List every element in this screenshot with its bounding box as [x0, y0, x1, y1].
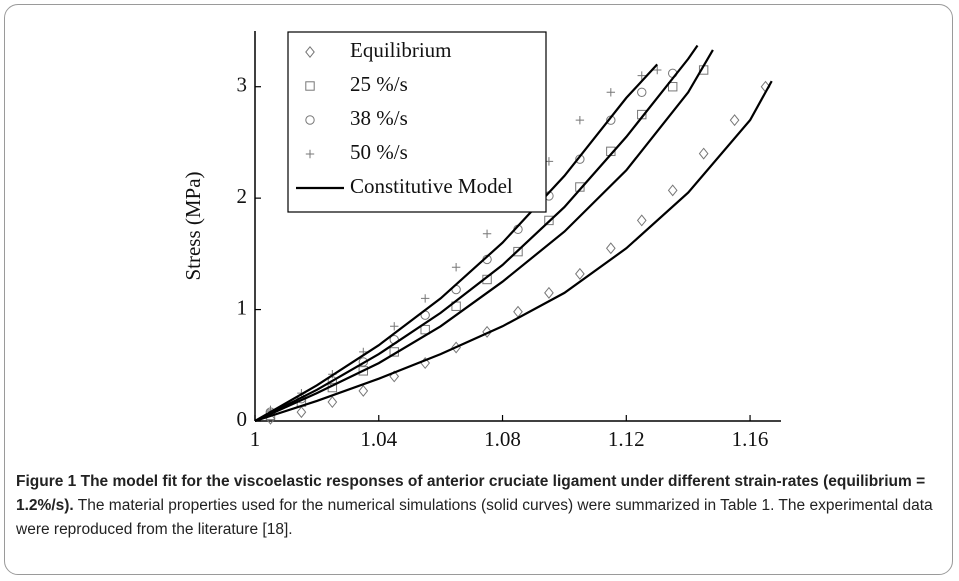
x-tick-label: 1.12 [608, 427, 645, 451]
chart: 11.041.081.121.160123Stretch RatioStress… [181, 31, 781, 470]
marker-diamond [544, 286, 554, 299]
y-tick-label: 3 [237, 73, 248, 97]
caption: Figure 1 The model fit for the viscoelas… [16, 470, 941, 542]
marker-diamond [358, 384, 369, 397]
y-tick-label: 2 [237, 184, 248, 208]
model-curve [254, 63, 659, 422]
marker-circle [358, 357, 368, 367]
legend-label: 50 %/s [350, 140, 408, 164]
y-tick-label: 1 [237, 295, 248, 319]
marker-plus [482, 229, 492, 238]
marker-diamond [636, 214, 647, 227]
marker-plus [420, 294, 430, 303]
marker-diamond [698, 147, 709, 160]
legend-box [287, 31, 547, 213]
caption-label: Figure 1 [16, 473, 77, 490]
caption-text: The material properties used for the num… [16, 497, 933, 538]
marker-plus [606, 88, 616, 97]
marker-circle [637, 87, 647, 97]
legend-label: 25 %/s [350, 72, 408, 96]
marker-plus [305, 149, 315, 159]
y-tick-label: 0 [237, 407, 248, 431]
marker-diamond [482, 325, 492, 338]
marker-diamond [296, 406, 307, 419]
caption-title: The model fit for the viscoelastic respo… [16, 473, 926, 514]
legend-label: 38 %/s [350, 106, 408, 130]
model-curve [254, 44, 699, 422]
marker-diamond [305, 46, 315, 58]
marker-circle [305, 115, 315, 125]
x-tick-label: 1 [250, 427, 261, 451]
marker-diamond [575, 267, 585, 280]
y-axis-label: Stress (MPa) [181, 171, 205, 280]
marker-diamond [605, 242, 616, 255]
legend-label: Constitutive Model [350, 174, 513, 198]
marker-square [358, 366, 368, 376]
marker-plus [451, 263, 461, 272]
x-axis-label: Stretch Ratio [463, 469, 573, 470]
marker-plus [390, 322, 399, 331]
marker-diamond [327, 396, 338, 409]
marker-plus [653, 65, 662, 75]
marker-diamond [667, 184, 678, 197]
x-tick-label: 1.16 [732, 427, 769, 451]
marker-square [668, 82, 678, 92]
marker-square [420, 324, 430, 335]
marker-square [305, 81, 315, 91]
legend-label: Equilibrium [350, 38, 452, 62]
model-curve [254, 49, 714, 423]
marker-square [513, 246, 523, 257]
marker-plus [637, 71, 646, 80]
marker-square [544, 215, 554, 226]
x-tick-label: 1.08 [484, 427, 521, 451]
x-tick-label: 1.04 [360, 427, 397, 451]
marker-plus [575, 115, 585, 125]
marker-diamond [729, 114, 740, 127]
model-curve [254, 80, 773, 423]
figure-frame [4, 4, 953, 575]
